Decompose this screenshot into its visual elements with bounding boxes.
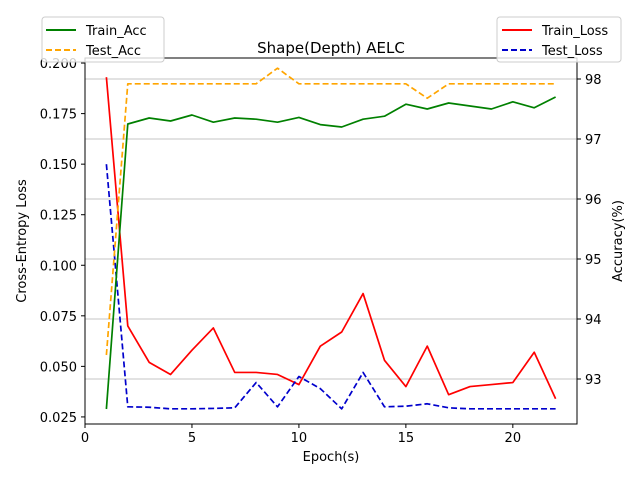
right-y-tick-label-3: 96 xyxy=(585,193,602,208)
chart-title: Shape(Depth) AELC xyxy=(257,39,405,57)
legend-label-train-acc: Train_Acc xyxy=(85,24,147,39)
left-y-tick-label-2: 0.075 xyxy=(40,310,77,325)
series-line-train-acc xyxy=(105,96,556,410)
left-y-tick-label-1: 0.050 xyxy=(40,360,77,375)
x-tick-label-3: 15 xyxy=(398,431,415,446)
legend-loss: Train_Loss Test_Loss xyxy=(496,16,622,63)
x-axis-ticks: 0 5 10 15 20 xyxy=(81,424,521,446)
series-line-test-loss xyxy=(105,164,556,410)
x-axis-title: Epoch(s) xyxy=(303,450,360,465)
right-y-tick-label-4: 97 xyxy=(585,133,602,148)
right-y-tick-label-0: 93 xyxy=(585,373,602,388)
left-y-tick-label-5: 0.150 xyxy=(40,158,77,173)
x-tick-label-0: 0 xyxy=(81,431,89,446)
legend-accuracy-box xyxy=(41,16,165,63)
left-y-tick-label-0: 0.025 xyxy=(40,411,77,426)
legend-label-train-loss: Train_Loss xyxy=(541,24,608,39)
right-y-tick-label-1: 94 xyxy=(585,313,602,328)
right-y-tick-label-2: 95 xyxy=(585,253,602,268)
series-layer xyxy=(105,67,557,410)
plot-frame xyxy=(84,57,578,425)
legend-label-test-acc: Test_Acc xyxy=(85,44,141,59)
right-y-axis-ticks: 93 94 95 96 97 98 xyxy=(577,73,602,388)
x-tick-label-4: 20 xyxy=(505,431,522,446)
left-y-tick-label-3: 0.100 xyxy=(40,259,77,274)
x-tick-label-2: 10 xyxy=(291,431,308,446)
right-axis-gridlines xyxy=(85,78,577,380)
series-line-test-acc xyxy=(105,67,556,356)
left-y-tick-label-6: 0.175 xyxy=(40,108,77,123)
x-tick-label-1: 5 xyxy=(188,431,196,446)
legend-accuracy: Train_Acc Test_Acc xyxy=(41,16,165,63)
legend-label-test-loss: Test_Loss xyxy=(541,44,603,59)
right-y-axis-title: Accuracy(%) xyxy=(611,200,626,282)
left-y-tick-label-4: 0.125 xyxy=(40,209,77,224)
series-line-train-loss xyxy=(105,77,557,400)
right-y-tick-label-5: 98 xyxy=(585,73,602,88)
left-y-axis-title: Cross-Entropy Loss xyxy=(15,179,30,303)
legend-loss-box xyxy=(496,16,622,63)
